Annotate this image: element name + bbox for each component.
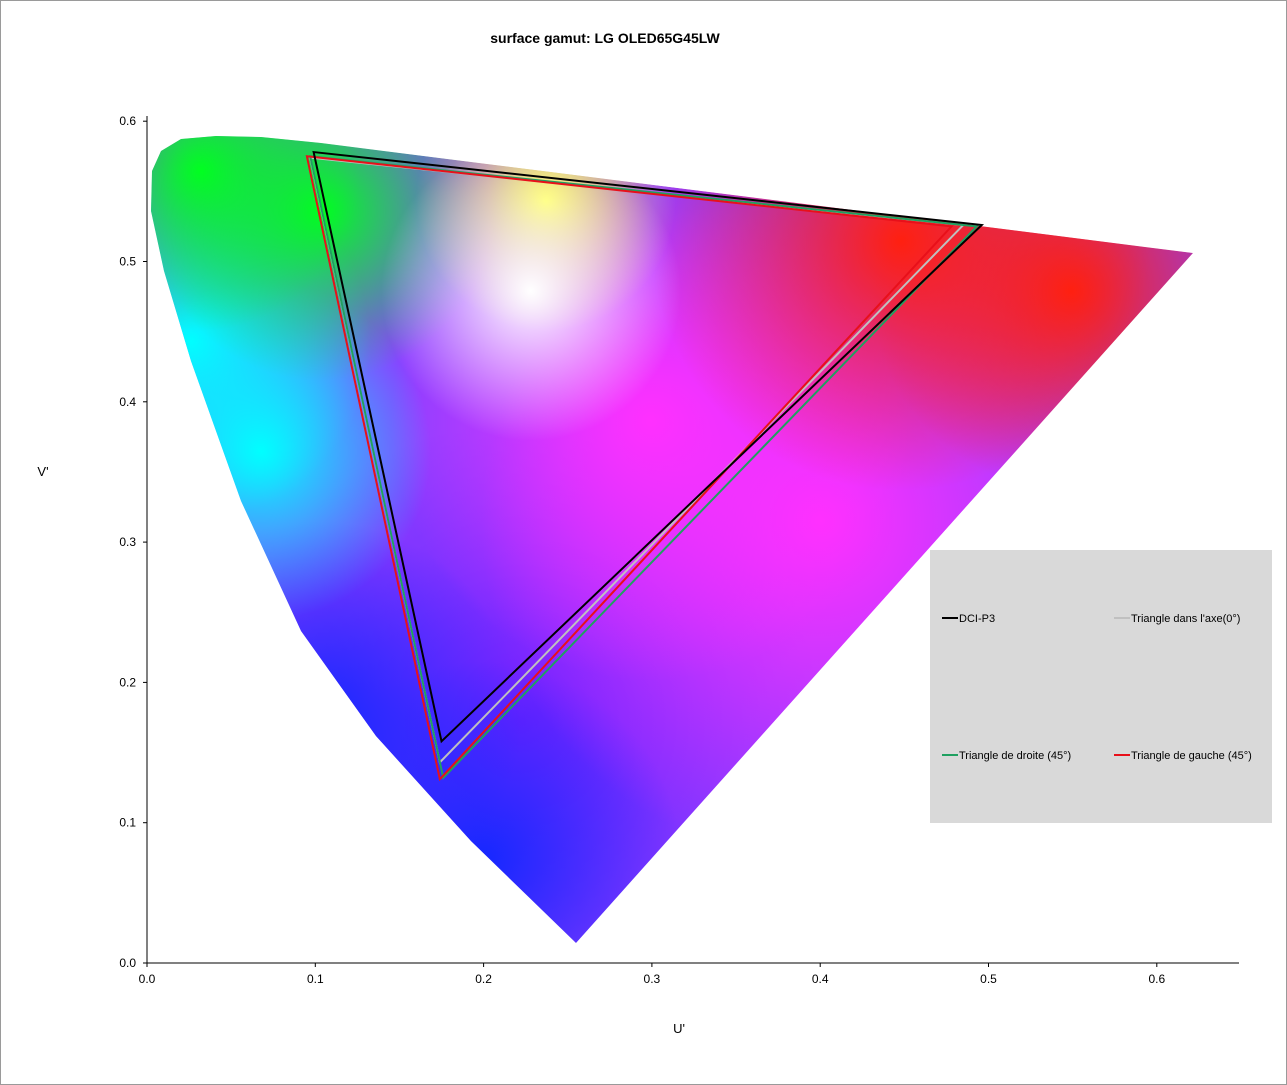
y-tick-label: 0.5 [119, 255, 136, 269]
x-tick-label: 0.0 [139, 972, 156, 986]
series-dci-p3 [312, 150, 985, 744]
y-axis-label: V' [37, 464, 48, 479]
chart-title: surface gamut: LG OLED65G45LW [490, 30, 720, 46]
legend-box [930, 550, 1272, 823]
series-triangle-de-gauche-45 [305, 155, 954, 782]
y-tick-label: 0.2 [119, 675, 136, 689]
x-axis-label: U' [673, 1021, 685, 1036]
legend-label: Triangle dans l'axe(0°) [1131, 613, 1240, 625]
series-triangle-de-droite-45 [308, 155, 979, 780]
legend-label: Triangle de gauche (45°) [1131, 750, 1252, 762]
x-tick-label: 0.5 [980, 972, 997, 986]
x-tick-label: 0.3 [644, 972, 661, 986]
y-tick-label: 0.4 [119, 395, 136, 409]
legend: DCI-P3 Triangle dans l'axe(0°) Triangle de… [930, 550, 1272, 823]
spectral-locus-fill [151, 136, 1193, 943]
x-tick-label: 0.4 [812, 972, 829, 986]
y-tick-label: 0.3 [119, 535, 136, 549]
gamut-triangles [305, 150, 985, 782]
legend-label: DCI-P3 [959, 613, 995, 625]
x-tick-label: 0.6 [1148, 972, 1165, 986]
x-tick-label: 0.1 [307, 972, 324, 986]
y-tick-label: 0.1 [119, 816, 136, 830]
x-tick-label: 0.2 [475, 972, 492, 986]
y-tick-label: 0.6 [119, 114, 136, 128]
y-tick-label: 0.0 [119, 956, 136, 970]
legend-label: Triangle de droite (45°) [959, 750, 1071, 762]
